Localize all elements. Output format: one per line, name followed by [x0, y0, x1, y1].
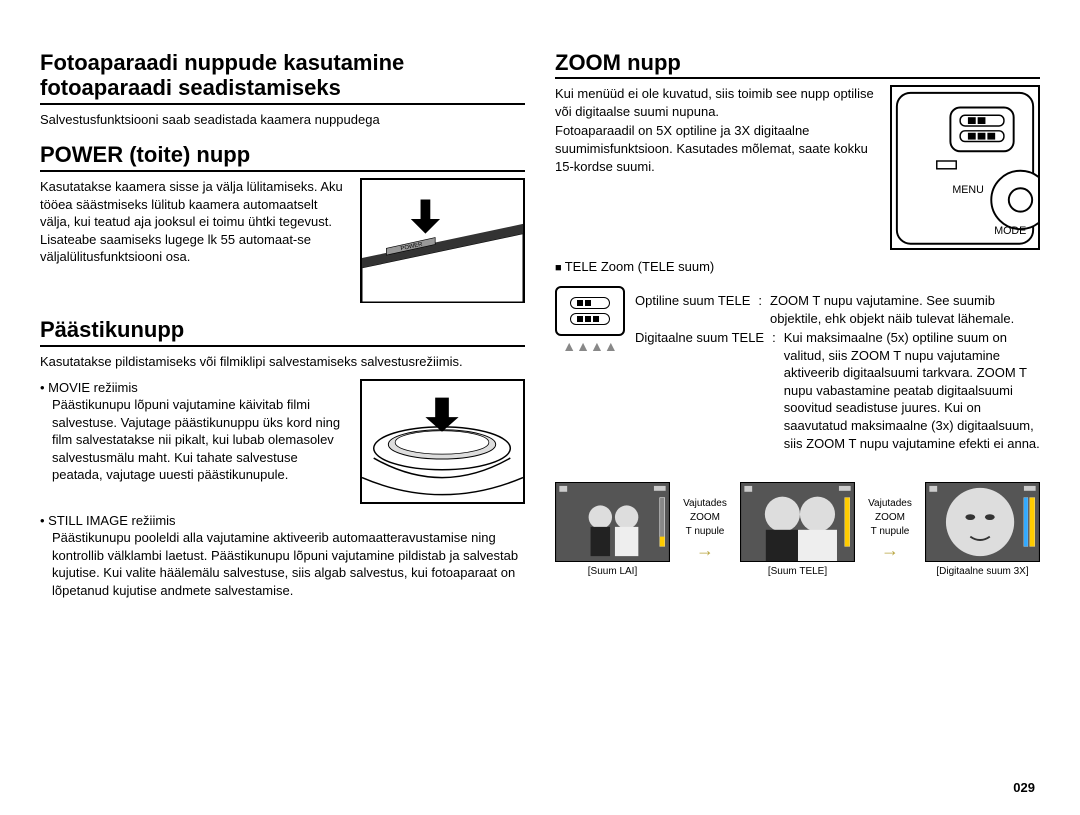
zoom-arrows-icon: ▲▲▲▲	[562, 338, 617, 354]
camera-side-figure: MENU MODE	[890, 85, 1040, 250]
thumb-caption-0: [Suum LAI]	[588, 566, 637, 577]
movie-mode-text: Päästikunupu lõpuni vajutamine käivitab …	[40, 396, 350, 484]
page-number: 029	[1013, 780, 1035, 795]
zoom-intro-2: Fotoaparaadil on 5X optiline ja 3X digit…	[555, 123, 868, 174]
arrow-right-icon: →	[881, 540, 899, 562]
thumb-caption-1: [Suum TELE]	[768, 566, 827, 577]
between-1-l2: ZOOM	[875, 512, 905, 524]
right-column: ZOOM nupp Kui menüüd ei ole kuvatud, sii…	[555, 50, 1040, 599]
between-0-l1: Vajutades	[683, 498, 727, 510]
main-intro: Salvestusfunktsiooni saab seadistada kaa…	[40, 111, 525, 129]
power-text: Kasutatakse kaamera sisse ja välja lülit…	[40, 178, 350, 266]
left-column: Fotoaparaadi nuppude kasutamine fotoapar…	[40, 50, 525, 599]
zoom-thumbnails-row: [Suum LAI] Vajutades ZOOM T nupule → [Su…	[555, 482, 1040, 577]
tele-zoom-heading: TELE Zoom (TELE suum)	[555, 259, 714, 274]
thumb-digital	[925, 482, 1040, 562]
def-term-1: Digitaalne suum TELE	[635, 329, 764, 452]
svg-text:MENU: MENU	[952, 184, 983, 196]
zoom-intro-1: Kui menüüd ei ole kuvatud, siis toimib s…	[555, 86, 874, 119]
between-0-l3: T nupule	[686, 526, 725, 538]
power-button-figure: POWER	[360, 178, 525, 303]
between-1-l3: T nupule	[871, 526, 910, 538]
svg-text:MODE: MODE	[994, 224, 1026, 236]
between-0-l2: ZOOM	[690, 512, 720, 524]
still-mode-label: STILL IMAGE režiimis	[40, 513, 176, 528]
thumb-tele	[740, 482, 855, 562]
arrow-right-icon: →	[696, 540, 714, 562]
thumb-wide	[555, 482, 670, 562]
shutter-button-figure	[360, 379, 525, 504]
main-heading: Fotoaparaadi nuppude kasutamine fotoapar…	[40, 50, 525, 105]
shutter-heading: Päästikunupp	[40, 317, 525, 347]
def-desc-0: ZOOM T nupu vajutamine. See suumib objek…	[770, 292, 1040, 327]
zoom-heading: ZOOM nupp	[555, 50, 1040, 79]
def-term-0: Optiline suum TELE	[635, 292, 750, 327]
still-mode-text: Päästikunupu pooleldi alla vajutamine ak…	[40, 529, 525, 599]
movie-mode-label: MOVIE režiimis	[40, 380, 138, 395]
zoom-button-figure	[555, 286, 625, 336]
power-heading: POWER (toite) nupp	[40, 142, 525, 172]
between-1-l1: Vajutades	[868, 498, 912, 510]
thumb-caption-2: [Digitaalne suum 3X]	[936, 566, 1028, 577]
def-desc-1: Kui maksimaalne (5x) optiline suum on va…	[784, 329, 1040, 452]
shutter-intro: Kasutatakse pildistamiseks või filmiklip…	[40, 353, 525, 371]
